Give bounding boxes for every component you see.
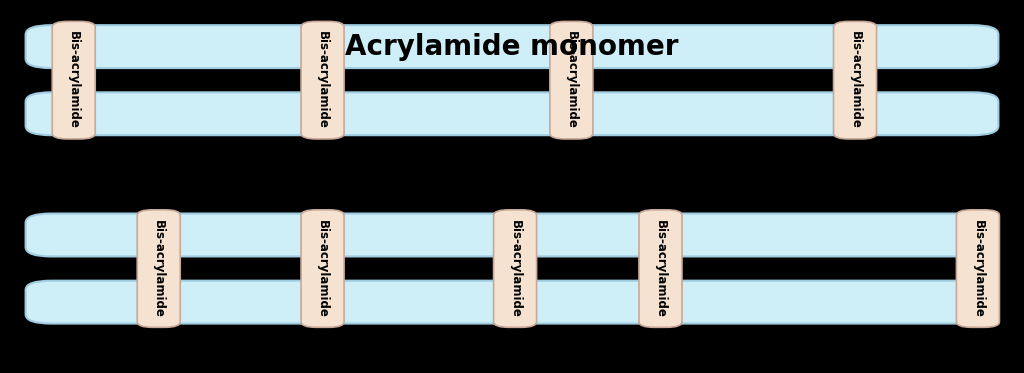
Text: Bis-acrylamide: Bis-acrylamide [68, 31, 80, 129]
FancyBboxPatch shape [26, 25, 998, 68]
FancyBboxPatch shape [834, 21, 877, 139]
FancyBboxPatch shape [26, 213, 998, 257]
FancyBboxPatch shape [26, 92, 998, 135]
FancyBboxPatch shape [301, 21, 344, 139]
Text: Bis-acrylamide: Bis-acrylamide [565, 31, 578, 129]
FancyBboxPatch shape [26, 280, 998, 323]
Text: Acrylamide monomer: Acrylamide monomer [345, 32, 679, 61]
Text: Bis-acrylamide: Bis-acrylamide [509, 220, 521, 317]
FancyBboxPatch shape [301, 210, 344, 327]
Text: Bis-acrylamide: Bis-acrylamide [153, 220, 165, 317]
FancyBboxPatch shape [137, 210, 180, 327]
FancyBboxPatch shape [639, 210, 682, 327]
Text: Bis-acrylamide: Bis-acrylamide [316, 220, 329, 317]
FancyBboxPatch shape [494, 210, 537, 327]
FancyBboxPatch shape [52, 21, 95, 139]
FancyBboxPatch shape [550, 21, 593, 139]
FancyBboxPatch shape [956, 210, 999, 327]
Text: Bis-acrylamide: Bis-acrylamide [316, 31, 329, 129]
Text: Bis-acrylamide: Bis-acrylamide [972, 220, 984, 317]
Text: Bis-acrylamide: Bis-acrylamide [849, 31, 861, 129]
Text: Bis-acrylamide: Bis-acrylamide [654, 220, 667, 317]
